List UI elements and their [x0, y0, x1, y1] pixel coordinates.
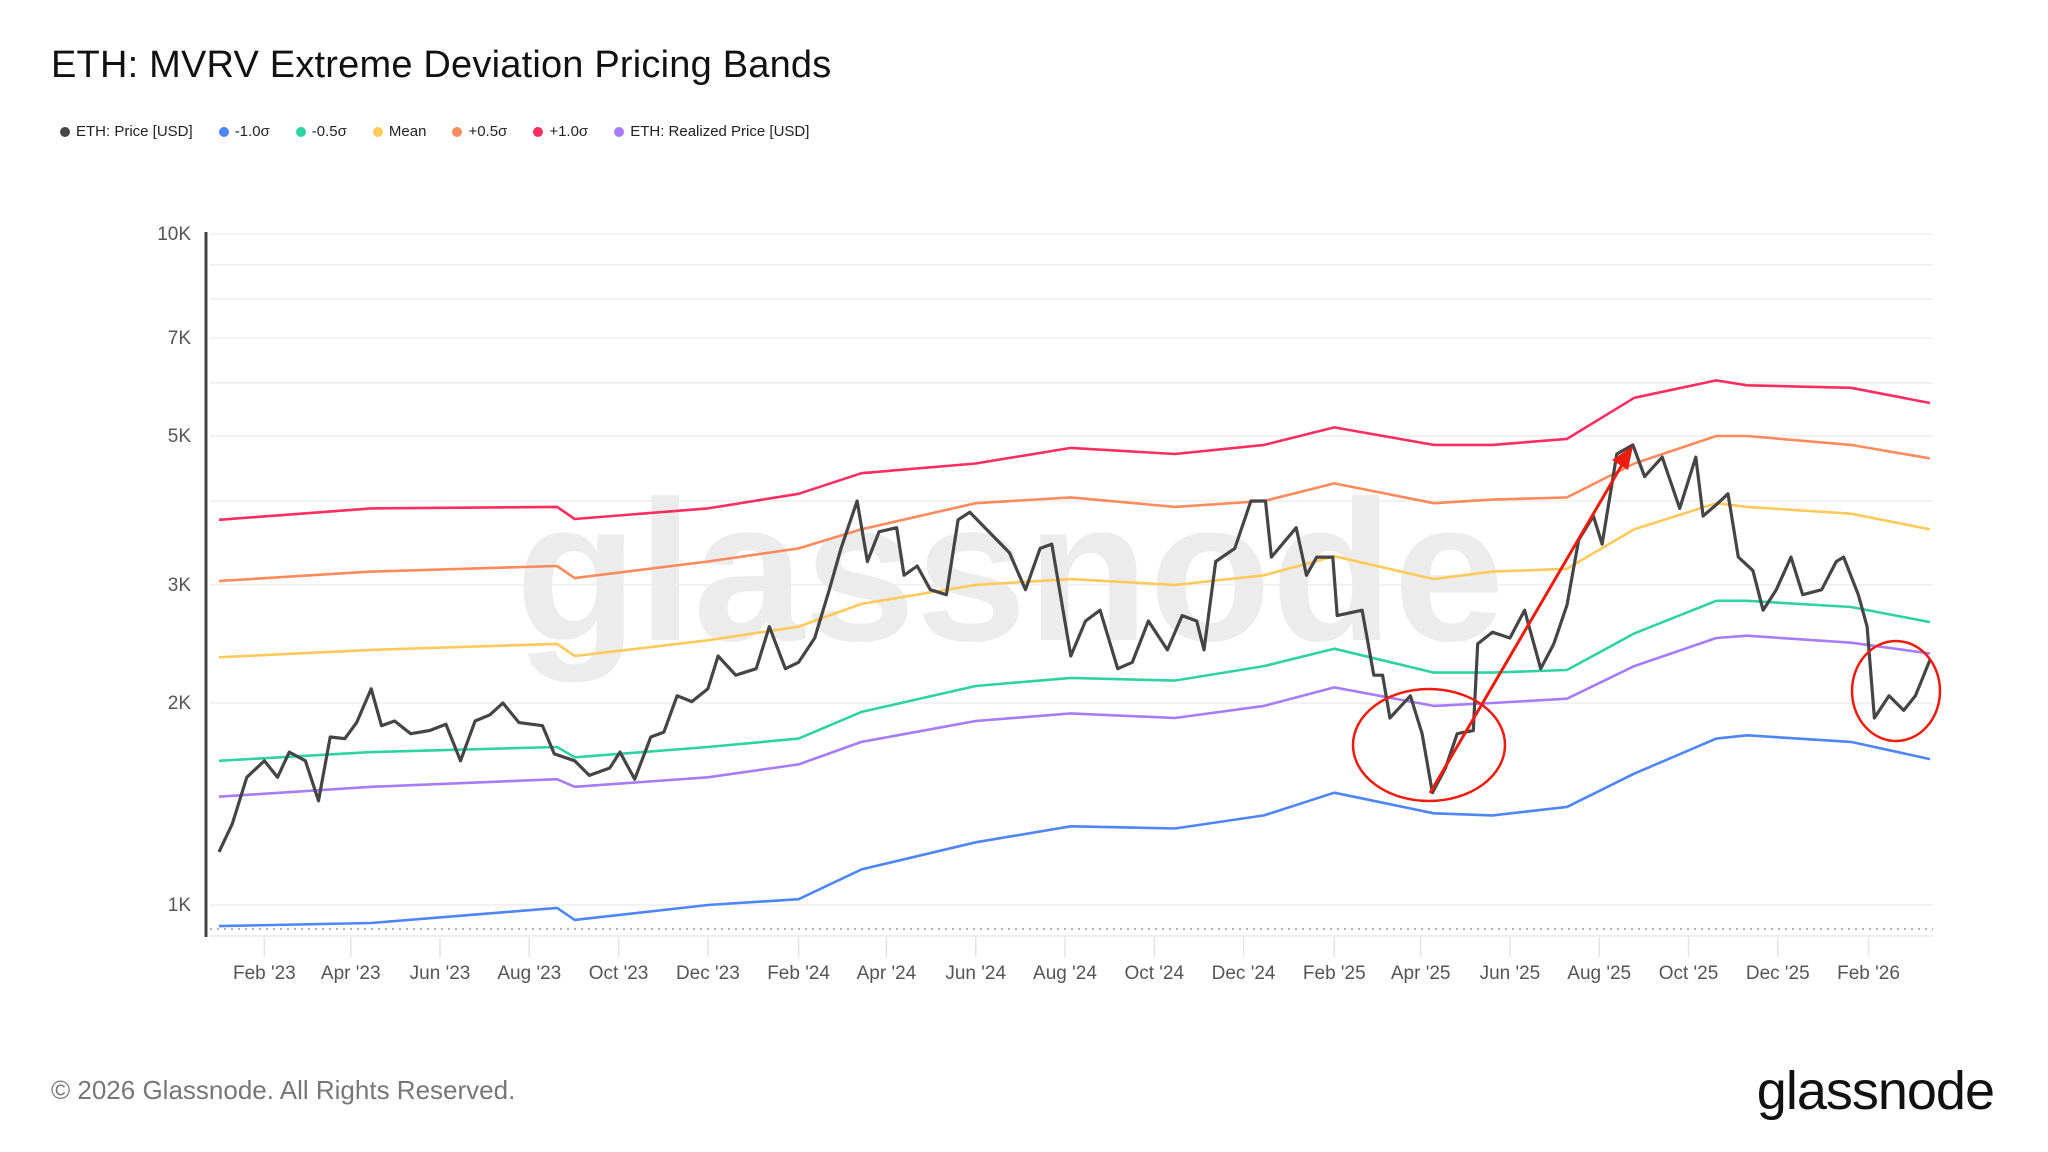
x-tick-label: Aug '24	[1033, 963, 1097, 984]
chart-title: ETH: MVRV Extreme Deviation Pricing Band…	[51, 44, 832, 86]
gridlines	[210, 233, 1933, 906]
x-tick-label: Dec '25	[1746, 963, 1810, 984]
legend-dot-icon	[60, 126, 70, 137]
annotations	[1351, 446, 1942, 803]
y-axis-ticks: 1K 2K 3K 5K 7K 10K	[157, 224, 191, 916]
x-axis-ticks: Feb '23 Apr '23 Jun '23 Aug '23 Oct '23 Dec '…	[233, 937, 1900, 984]
legend-dot-icon	[295, 126, 306, 137]
x-tick-label: Aug '23	[497, 963, 561, 984]
legend-label: +0.5σ	[468, 123, 508, 140]
x-tick-label: Dec '24	[1212, 963, 1276, 984]
x-tick-label: Apr '25	[1391, 963, 1451, 984]
annotation-arrow-line	[1428, 457, 1628, 794]
x-tick-label: Feb '25	[1303, 963, 1366, 984]
series-line-+0.5-	[218, 434, 1931, 583]
legend-item-minus-half-sigma[interactable]: -0.5σ	[295, 123, 347, 140]
x-tick-label: Jun '23	[410, 963, 471, 984]
series-line-eth-realized-price-usd-	[218, 634, 1931, 798]
glassnode-logo: glassnode	[1756, 1061, 1995, 1121]
legend-label: +1.0σ	[549, 123, 589, 140]
series-line--0.5-	[218, 599, 1931, 763]
y-tick-label: 1K	[168, 895, 192, 916]
x-tick-label: Aug '25	[1567, 963, 1631, 984]
legend-item-mean[interactable]: Mean	[372, 123, 427, 140]
x-tick-label: Dec '23	[676, 963, 740, 984]
x-tick-label: Feb '26	[1837, 963, 1900, 984]
legend-item-minus-1-sigma[interactable]: -1.0σ	[218, 123, 270, 140]
x-tick-label: Oct '23	[589, 963, 649, 984]
annotation-circle-feb-2026-low	[1850, 639, 1942, 743]
x-tick-label: Oct '24	[1124, 963, 1184, 984]
legend-dot-icon	[614, 126, 625, 137]
series-line-eth-price-usd-	[217, 443, 1932, 853]
annotation-circle-apr-2025-low	[1351, 687, 1507, 803]
x-tick-label: Apr '23	[321, 963, 381, 984]
y-tick-label: 3K	[168, 575, 192, 596]
y-tick-label: 7K	[168, 328, 192, 349]
series-line--1.0-	[218, 734, 1931, 928]
legend-label: -0.5σ	[311, 123, 347, 140]
annotation-arrow-head-icon	[1612, 446, 1633, 470]
watermark: glassnode	[515, 460, 1504, 683]
legend-label: ETH: Realized Price [USD]	[630, 123, 810, 140]
series-lines	[217, 379, 1932, 928]
legend-item-plus-half-sigma[interactable]: +0.5σ	[452, 123, 507, 140]
y-tick-label: 5K	[168, 426, 192, 447]
legend-item-realized-price[interactable]: ETH: Realized Price [USD]	[614, 123, 809, 140]
series-line-+1.0-	[218, 379, 1931, 522]
legend-dot-icon	[218, 126, 229, 137]
legend-item-plus-1-sigma[interactable]: +1.0σ	[533, 123, 588, 140]
x-tick-label: Feb '24	[767, 963, 830, 984]
x-tick-label: Jun '25	[1480, 963, 1541, 984]
y-tick-label: 10K	[157, 224, 191, 245]
y-tick-label: 2K	[168, 693, 192, 714]
legend-label: ETH: Price [USD]	[76, 123, 193, 140]
x-tick-label: Jun '24	[945, 963, 1006, 984]
x-tick-label: Oct '25	[1659, 963, 1719, 984]
legend-dot-icon	[533, 126, 544, 137]
legend-item-price[interactable]: ETH: Price [USD]	[60, 123, 193, 140]
x-tick-label: Apr '24	[857, 963, 917, 984]
legend-label: -1.0σ	[234, 123, 270, 140]
legend: ETH: Price [USD] -1.0σ -0.5σ Mean +0.5σ …	[60, 123, 809, 140]
legend-label: Mean	[388, 123, 427, 140]
x-tick-label: Feb '23	[233, 963, 296, 984]
legend-dot-icon	[452, 126, 463, 137]
legend-dot-icon	[372, 126, 383, 137]
copyright-footer: © 2026 Glassnode. All Rights Reserved.	[51, 1075, 516, 1105]
